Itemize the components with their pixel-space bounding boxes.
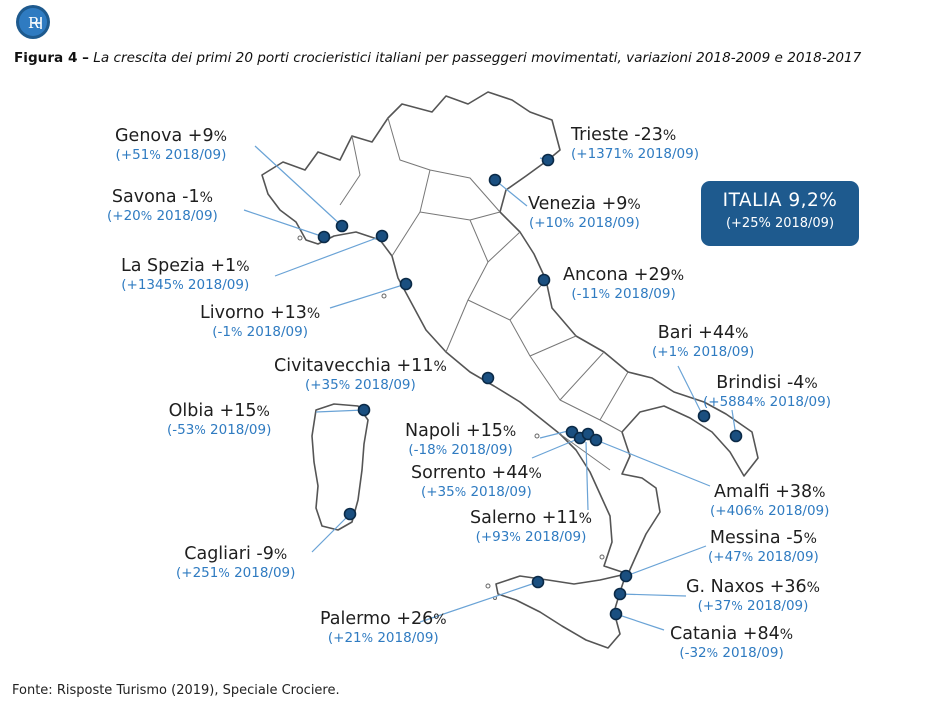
leader-line <box>243 209 325 238</box>
port-marker-savona <box>317 230 331 244</box>
label-civitavecchia: Civitavecchia +11% (+35% 2018/09) <box>274 356 447 393</box>
leader-line <box>315 409 365 413</box>
label-gnaxos: G. Naxos +36% (+37% 2018/09) <box>686 577 820 614</box>
figure-caption: Figura 4 – La crescita dei primi 20 port… <box>14 50 861 66</box>
italia-total-title: ITALIA 9,2% <box>722 190 838 211</box>
leader-line <box>274 235 383 277</box>
leader-line <box>494 179 528 207</box>
mainland-italy <box>261 91 759 575</box>
label-bari: Bari +44% (+1% 2018/09) <box>652 323 755 360</box>
figure-label: Figura 4 – <box>14 50 89 66</box>
leader-line <box>615 613 665 631</box>
port-marker-amalfi <box>589 433 603 447</box>
italia-total-sub: (+25% 2018/09) <box>725 216 835 231</box>
leader-line <box>585 441 589 511</box>
leader-line <box>625 545 707 577</box>
port-marker-genova <box>335 219 349 233</box>
source-note: Fonte: Risposte Turismo (2019), Speciale… <box>12 683 340 698</box>
label-palermo: Palermo +26% (+21% 2018/09) <box>320 609 447 646</box>
label-cagliari: Cagliari -9% (+251% 2018/09) <box>176 544 296 581</box>
leader-line <box>254 145 343 227</box>
port-marker-brindisi <box>729 429 743 443</box>
port-marker-palermo <box>531 575 545 589</box>
port-marker-olbia <box>357 403 371 417</box>
port-marker-livorno <box>399 277 413 291</box>
label-livorno: Livorno +13% (-1% 2018/09) <box>200 303 321 340</box>
port-marker-gnaxos <box>613 587 627 601</box>
label-catania: Catania +84% (-32% 2018/09) <box>670 624 794 661</box>
label-messina: Messina -5% (+47% 2018/09) <box>708 528 819 565</box>
port-marker-laspezia <box>375 229 389 243</box>
label-trieste: Trieste -23% (+1371% 2018/09) <box>571 125 699 162</box>
label-ancona: Ancona +29% (-11% 2018/09) <box>563 265 685 302</box>
sardinia <box>311 403 369 531</box>
leader-line <box>677 365 704 417</box>
logo-icon: R <box>16 5 50 39</box>
label-salerno: Salerno +11% (+93% 2018/09) <box>470 508 592 545</box>
leader-line <box>531 437 581 459</box>
figure-caption-text: La crescita dei primi 20 porti crocieris… <box>93 50 862 66</box>
port-marker-trieste <box>541 153 555 167</box>
leader-line <box>595 439 711 487</box>
port-marker-ancona <box>537 273 551 287</box>
port-marker-cagliari <box>343 507 357 521</box>
label-savona: Savona -1% (+20% 2018/09) <box>107 187 218 224</box>
label-napoli: Napoli +15% (-18% 2018/09) <box>405 421 517 458</box>
label-brindisi: Brindisi -4% (+5884% 2018/09) <box>703 373 831 410</box>
leader-line <box>619 593 687 597</box>
label-laspezia: La Spezia +1% (+1345% 2018/09) <box>121 256 250 293</box>
label-olbia: Olbia +15% (-53% 2018/09) <box>167 401 272 438</box>
port-marker-civitavecchia <box>481 371 495 385</box>
label-genova: Genova +9% (+51% 2018/09) <box>115 126 227 163</box>
italia-total-box: ITALIA 9,2% (+25% 2018/09) <box>701 181 859 246</box>
sicily <box>495 573 627 649</box>
label-venezia: Venezia +9% (+10% 2018/09) <box>528 194 641 231</box>
label-sorrento: Sorrento +44% (+35% 2018/09) <box>411 463 542 500</box>
leader-line <box>311 513 351 553</box>
port-marker-messina <box>619 569 633 583</box>
leader-line <box>329 283 407 309</box>
port-marker-venezia <box>488 173 502 187</box>
port-marker-bari <box>697 409 711 423</box>
label-amalfi: Amalfi +38% (+406% 2018/09) <box>710 482 830 519</box>
leader-line <box>419 581 539 623</box>
port-marker-catania <box>609 607 623 621</box>
